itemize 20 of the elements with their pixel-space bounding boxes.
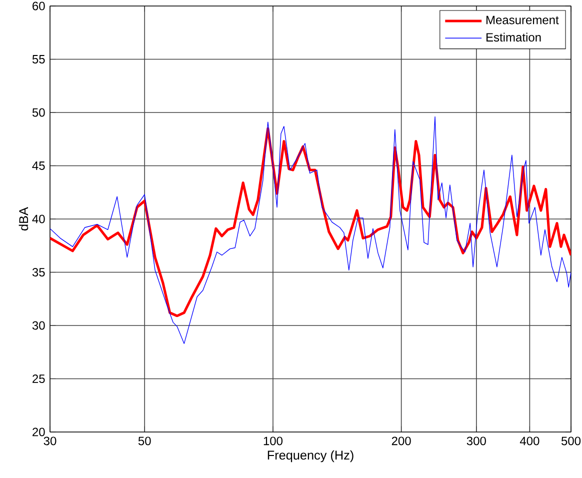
y-tick-label: 30 — [32, 321, 45, 330]
y-tick-label: 55 — [32, 55, 45, 64]
x-tick-label: 30 — [44, 436, 56, 446]
y-tick-label: 60 — [32, 2, 45, 10]
legend-label: Measurement — [486, 16, 559, 24]
y-tick-label: 20 — [32, 428, 45, 436]
y-tick-label: 35 — [32, 268, 45, 276]
x-tick-label: 100 — [264, 436, 283, 446]
x-axis-title: Frequency (Hz) — [268, 450, 354, 462]
x-tick-label: 50 — [138, 436, 151, 446]
x-tick-label: 200 — [392, 436, 411, 446]
legend-label: Estimation — [486, 32, 541, 42]
y-tick-label: 45 — [32, 162, 45, 170]
x-tick-label: 500 — [561, 436, 581, 446]
x-tick-label: 400 — [520, 436, 540, 446]
y-axis-title: dBA — [18, 207, 28, 230]
y-tick-label: 25 — [32, 374, 45, 383]
y-tick-label: 40 — [32, 214, 45, 224]
y-tick-label: 50 — [32, 108, 45, 117]
x-tick-label: 300 — [466, 436, 486, 446]
